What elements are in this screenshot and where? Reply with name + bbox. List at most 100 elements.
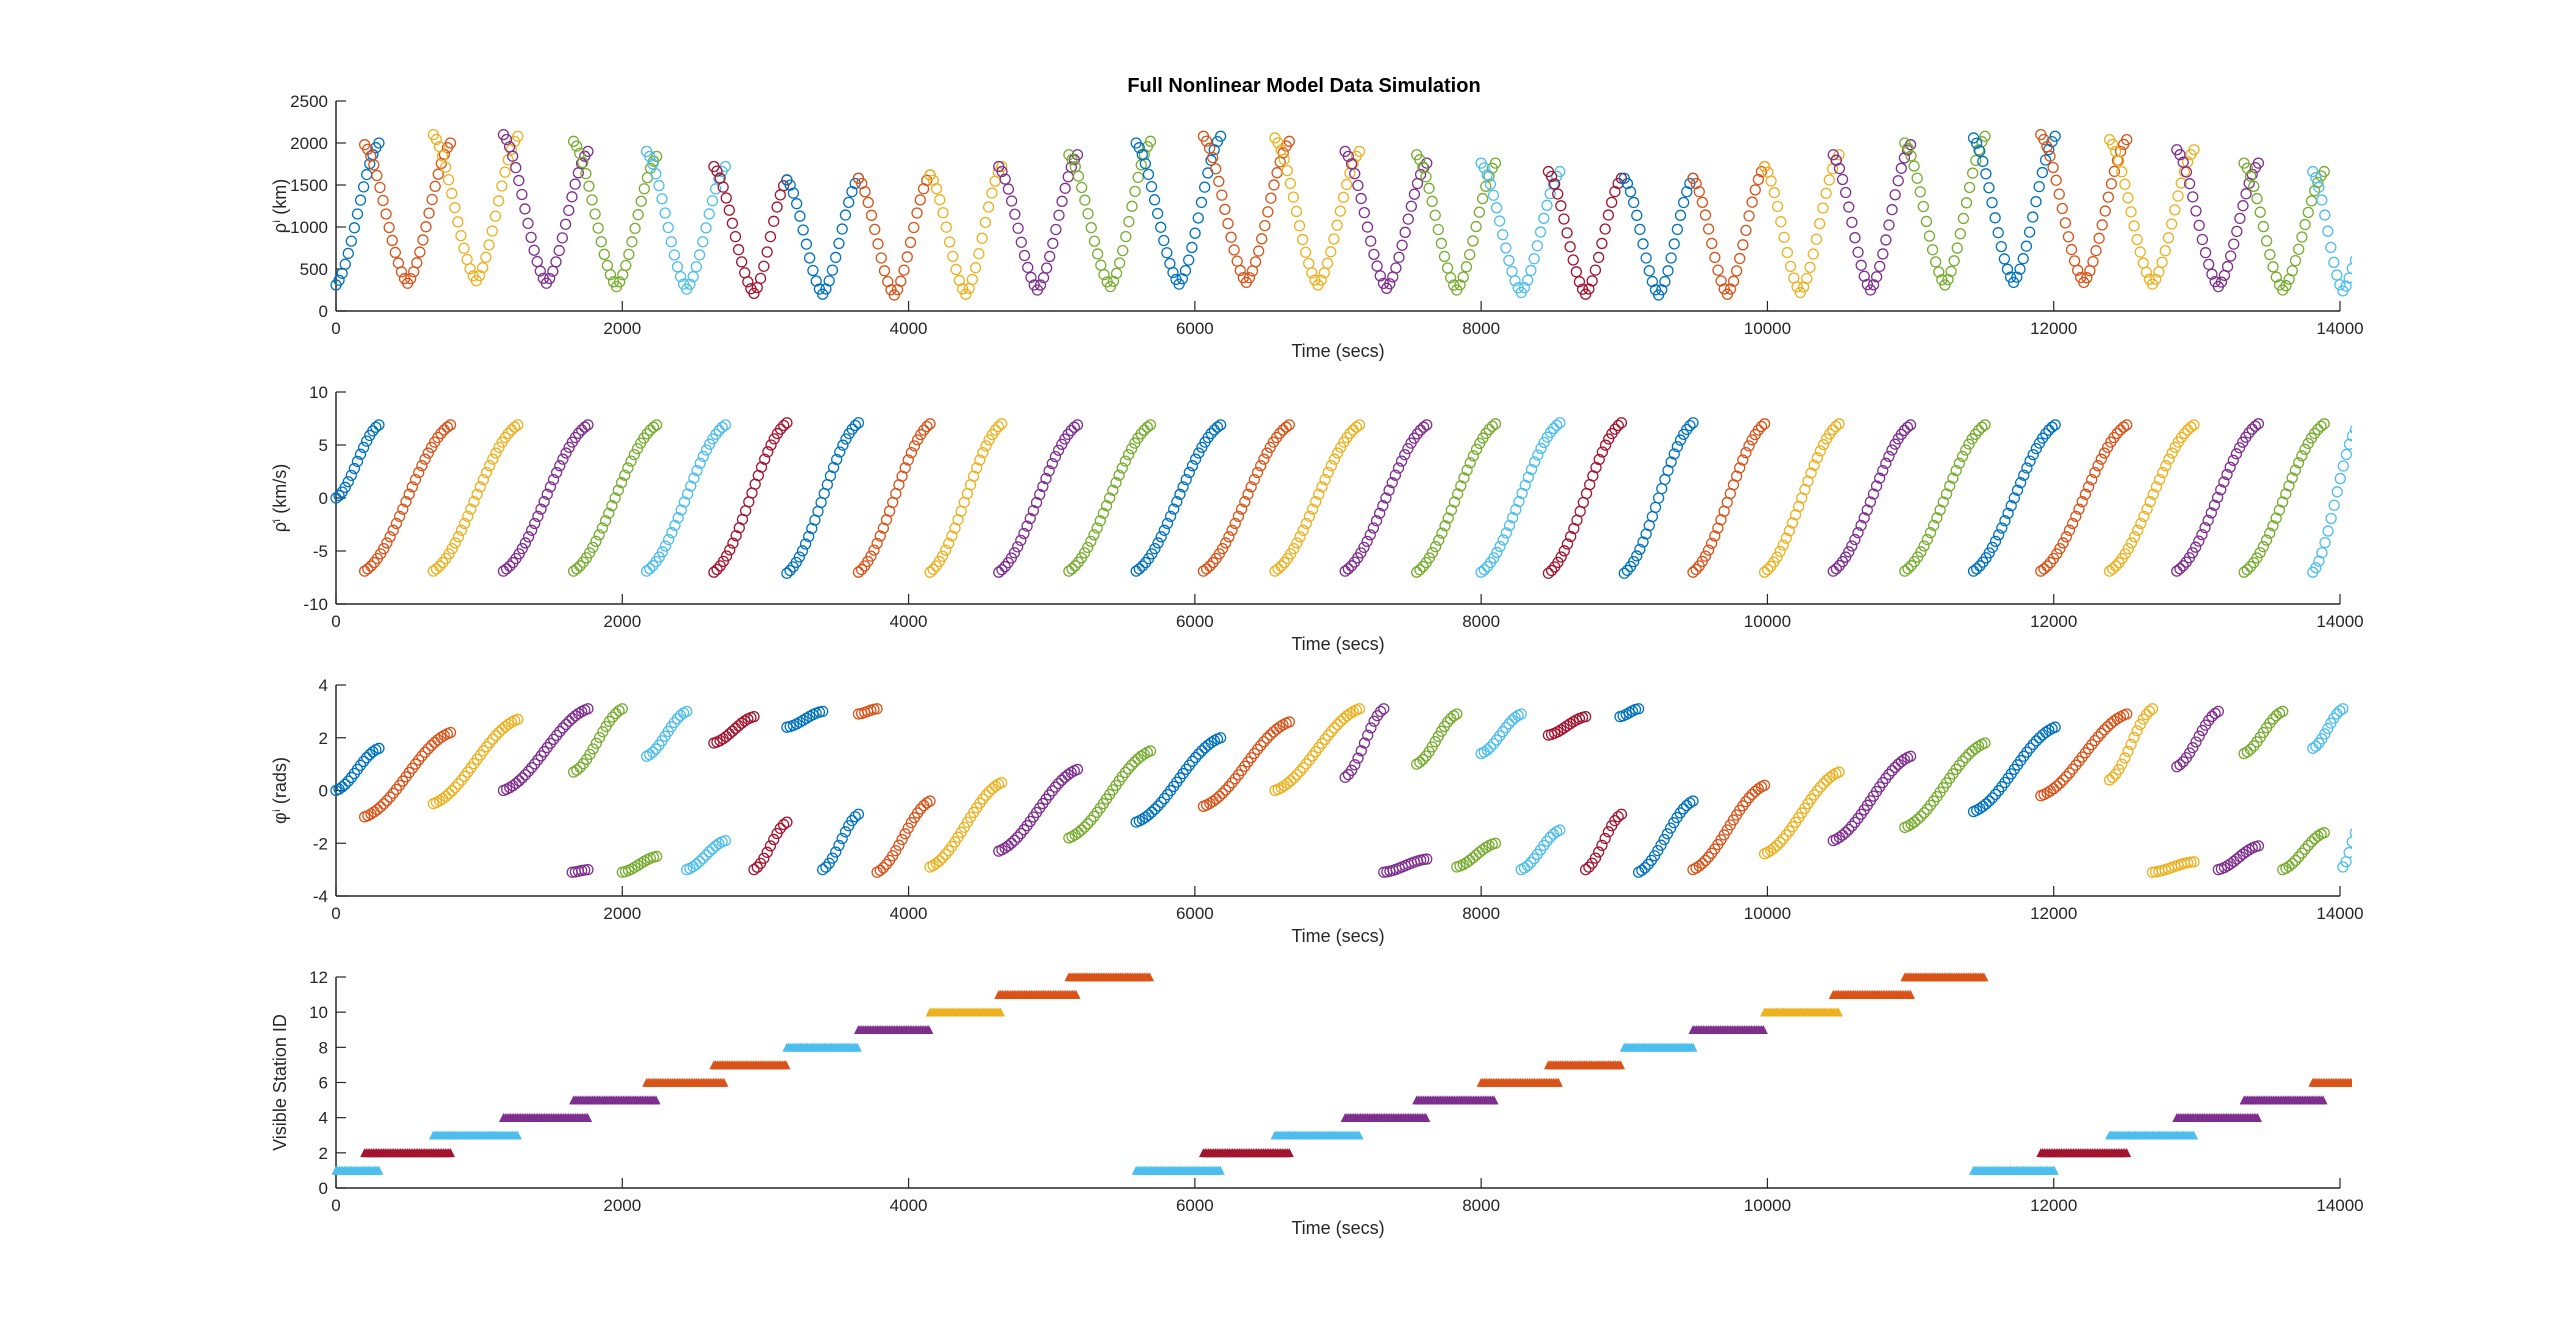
data-point [371, 803, 384, 816]
data-point [384, 531, 396, 543]
x-tick-label: 10000 [1744, 1196, 1791, 1215]
data-point [1923, 230, 1936, 242]
data-point [2116, 758, 2128, 770]
data-point [781, 417, 793, 429]
series-5 [566, 863, 594, 878]
data-point [525, 524, 538, 536]
data-point [1493, 215, 1506, 227]
data-point [2299, 443, 2311, 455]
data-point [1970, 154, 1982, 167]
data-point [1986, 196, 1998, 209]
data-point [820, 861, 832, 873]
data-point [373, 742, 385, 754]
data-point [2233, 442, 2246, 454]
data-point [361, 752, 373, 764]
data-point [1473, 206, 1486, 218]
data-point [759, 453, 771, 465]
x-axis-label: Time (secs) [1291, 926, 1384, 946]
data-point [2163, 453, 2175, 465]
data-point [541, 488, 553, 500]
data-point [471, 488, 483, 500]
data-point [1261, 732, 1273, 744]
data-point [2328, 256, 2340, 268]
data-point [2322, 525, 2334, 537]
data-point [1155, 221, 1167, 233]
data-point [1593, 453, 1605, 466]
series-28 [2171, 144, 2265, 293]
data-point [1506, 512, 1519, 524]
data-point [1043, 465, 1055, 477]
x-tick-label: 12000 [2030, 904, 2077, 923]
data-point [638, 183, 650, 195]
data-point [393, 510, 406, 523]
data-point [980, 789, 992, 801]
data-point [993, 566, 1005, 578]
data-point [483, 460, 496, 472]
data-point [2193, 535, 2205, 547]
data-point [1414, 154, 1426, 166]
data-point [2024, 742, 2036, 754]
data-point [2240, 846, 2252, 858]
data-point [2050, 174, 2062, 186]
data-point [1368, 248, 1380, 261]
data-point [1193, 748, 1205, 760]
data-point [1655, 839, 1667, 851]
data-point [1637, 536, 1649, 548]
data-point [1229, 517, 1241, 530]
data-point [647, 746, 659, 758]
data-point [1378, 703, 1390, 715]
data-point [1668, 238, 1680, 250]
data-point [1186, 241, 1198, 254]
data-point [2036, 166, 2049, 179]
data-point [1634, 543, 1646, 555]
data-point [1189, 751, 1202, 764]
data-point [2230, 448, 2243, 460]
data-point [1294, 765, 1306, 777]
data-point [1522, 471, 1535, 483]
data-point [1284, 1148, 1294, 1158]
data-point [787, 187, 800, 199]
data-point [2141, 503, 2153, 515]
data-point [914, 194, 926, 206]
data-point [719, 160, 731, 173]
data-point [1300, 517, 1312, 530]
series-4 [497, 128, 594, 289]
data-point [781, 1060, 791, 1070]
data-point [1918, 807, 1930, 819]
data-point [449, 781, 461, 794]
data-point [918, 424, 930, 436]
data-point [2264, 527, 2276, 539]
data-point [644, 150, 656, 163]
data-point [439, 161, 452, 173]
data-point [1538, 212, 1550, 224]
data-point [2199, 522, 2211, 534]
data-point [836, 832, 848, 845]
data-point [869, 223, 881, 236]
data-point [846, 814, 858, 827]
data-point [1599, 439, 1612, 451]
data-point [890, 844, 902, 857]
data-point [995, 776, 1008, 789]
data-point [1810, 233, 1823, 245]
station-segment-28 [2172, 1112, 2263, 1122]
data-point [1192, 212, 1204, 224]
data-point [656, 193, 668, 205]
data-point [1593, 251, 1605, 264]
data-point [2221, 260, 2234, 273]
data-point [1287, 191, 1300, 203]
data-point [409, 473, 422, 486]
data-point [477, 473, 490, 486]
data-point [487, 733, 499, 745]
data-point [1082, 208, 1094, 220]
data-point [1794, 286, 1807, 299]
data-point [1637, 238, 1649, 250]
data-point [543, 272, 556, 285]
data-point [2063, 767, 2076, 779]
data-point [905, 447, 918, 459]
data-point [1052, 777, 1065, 790]
series-19 [1130, 732, 1227, 828]
data-point [1464, 457, 1476, 469]
data-point [1960, 444, 1972, 456]
data-point [1616, 1060, 1626, 1070]
data-point [1277, 147, 1289, 159]
